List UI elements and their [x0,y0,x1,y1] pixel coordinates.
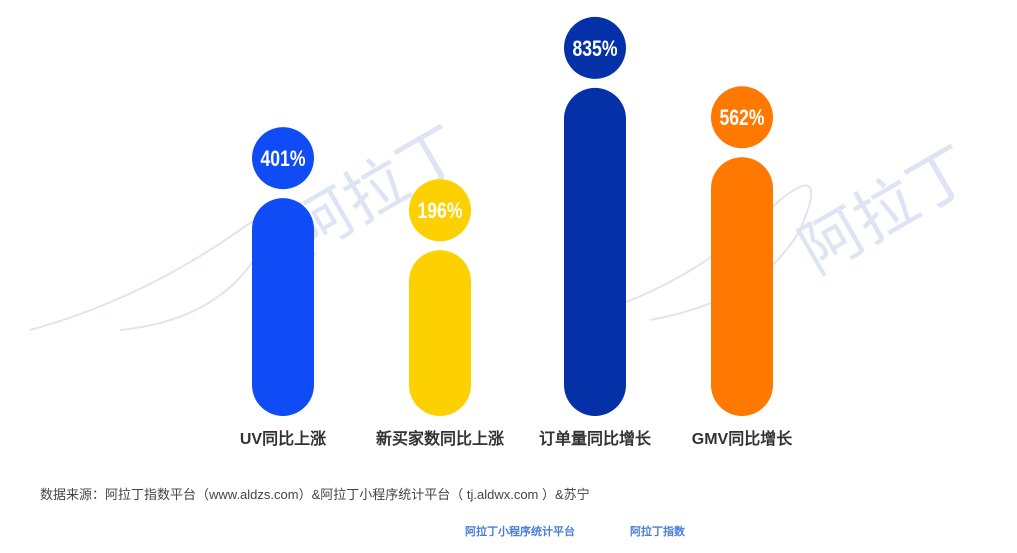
category-label: GMV同比增长 [692,429,793,448]
bar [711,157,773,416]
bar [564,87,626,416]
value-bubble [711,86,773,149]
category-label: UV同比上涨 [240,430,326,448]
value-bubble [252,127,314,190]
bar [252,198,314,416]
value-bubble [564,16,626,79]
data-label: 835% [573,37,618,61]
bar [409,250,471,416]
logo-tongji: 阿拉丁小程序统计平台 [465,526,575,538]
data-label: 562% [720,106,765,130]
data-label: 196% [418,199,463,223]
bar-chart: 401% UV同比上涨 196% 新买家数同比上涨 835% 订单量同比增长 562% GMV… [29,16,813,448]
category-label: 新买家数同比上涨 [376,429,504,448]
data-label: 401% [261,147,306,171]
source-note: 数据来源：阿拉丁指数平台（www.aldzs.com）&阿拉丁小程序统计平台（ … [40,487,590,502]
value-bubble [409,179,471,242]
logo-zhishu: 阿拉丁指数 [630,526,685,538]
category-label: 订单量同比增长 [539,429,652,448]
